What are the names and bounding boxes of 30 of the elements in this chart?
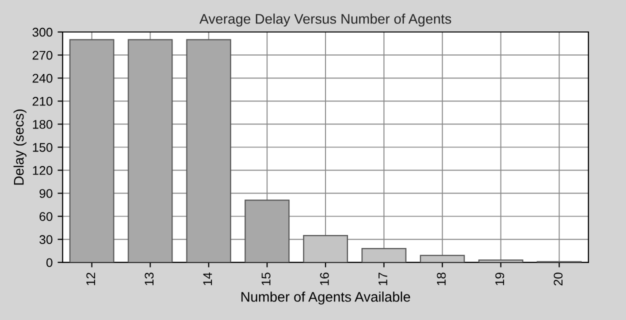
y-tick-label: 210 [32,96,52,106]
bar [244,200,290,262]
x-tick-label: 13 [144,272,154,286]
x-tick-label: 19 [495,272,504,286]
chart-title: Average Delay Versus Number of Agents [199,14,452,27]
y-tick-label: 60 [40,212,52,221]
y-tick-label: 180 [32,120,52,129]
y-axis-title: Delay (secs) [14,109,26,185]
x-tick-label: 15 [262,272,270,286]
x-tick-label: 12 [86,272,96,286]
bar [420,254,465,262]
bar [69,39,114,262]
x-tick-label: 14 [203,272,212,286]
x-tick-label: 17 [378,272,388,286]
y-tick-label: 300 [32,28,52,37]
y-tick-label: 0 [46,258,52,268]
y-tick-label: 240 [32,74,52,83]
y-tick-label: 150 [32,143,52,152]
x-tick-label: 20 [554,272,563,286]
x-tick-label: 16 [320,272,329,286]
bar [186,39,232,262]
bar [303,234,348,262]
x-tick-label: 18 [436,272,446,286]
y-tick-label: 120 [32,166,52,175]
bar [128,39,173,262]
y-tick-label: 90 [40,189,52,198]
bar [361,248,406,262]
y-tick-label: 270 [32,50,52,60]
x-axis-title: Number of Agents Available [241,292,410,305]
y-tick-label: 30 [39,235,52,244]
